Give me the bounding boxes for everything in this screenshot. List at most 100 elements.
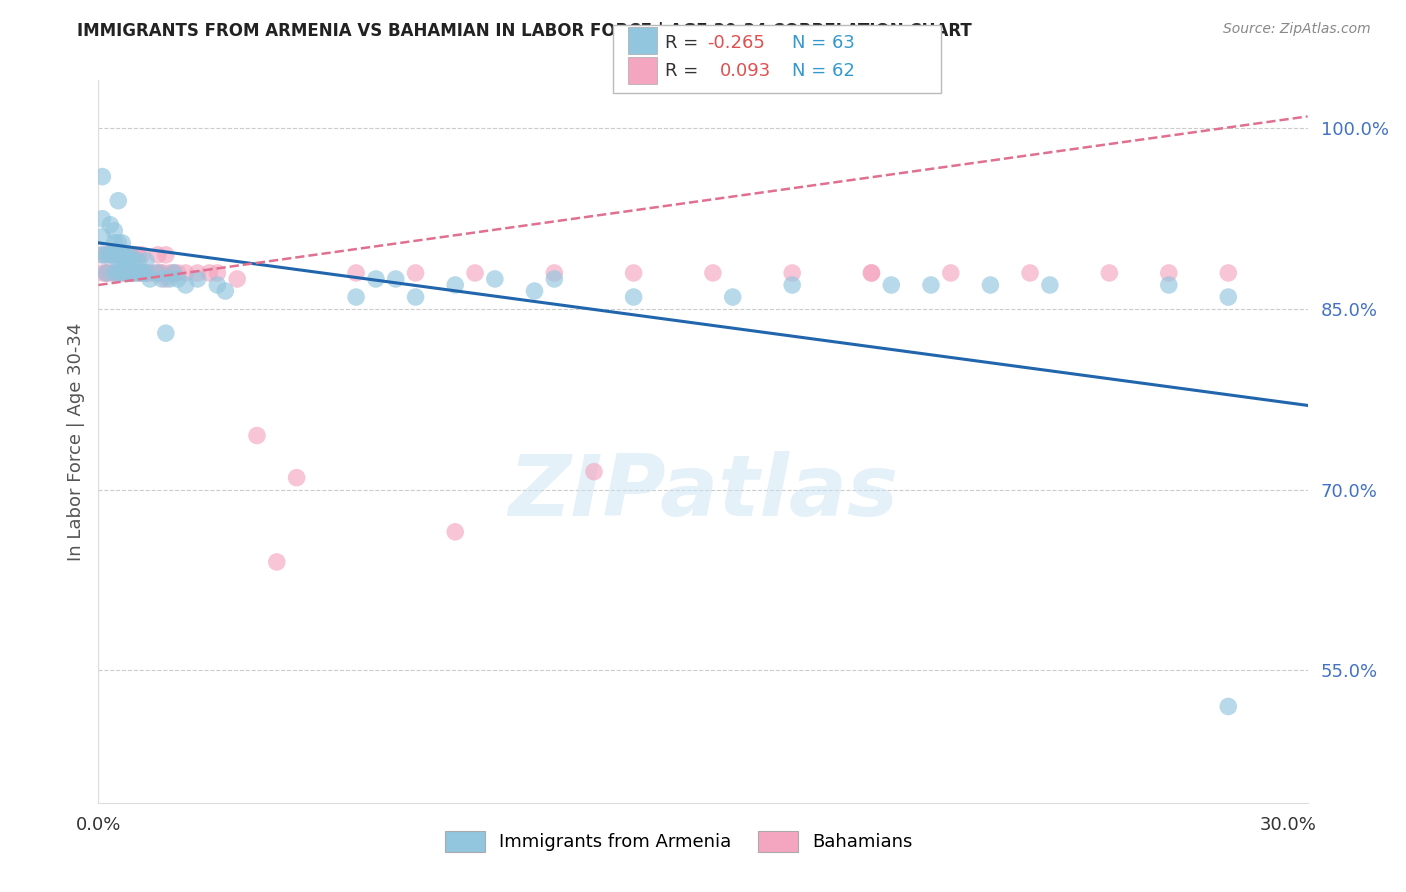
Point — [405, 290, 427, 304]
Point — [135, 254, 157, 268]
Point — [364, 272, 387, 286]
Point — [111, 266, 134, 280]
Point — [860, 266, 883, 280]
Point — [103, 266, 125, 280]
Point — [98, 248, 121, 262]
Point — [623, 266, 645, 280]
Point — [444, 524, 467, 539]
Point — [96, 266, 118, 280]
Point — [155, 248, 177, 262]
Point — [103, 235, 125, 250]
Text: N = 62: N = 62 — [792, 62, 855, 79]
Point — [1218, 290, 1240, 304]
Point — [150, 272, 173, 286]
Point — [384, 272, 406, 286]
Text: R =: R = — [665, 34, 704, 52]
Point — [107, 235, 129, 250]
Point — [623, 290, 645, 304]
Point — [111, 248, 134, 262]
Point — [120, 266, 142, 280]
Point — [920, 278, 942, 293]
Text: -0.265: -0.265 — [707, 34, 765, 52]
Point — [860, 266, 883, 280]
Point — [1098, 266, 1121, 280]
Point — [120, 248, 142, 262]
Point — [103, 248, 125, 262]
Point — [1218, 266, 1240, 280]
Point — [939, 266, 962, 280]
Point — [96, 266, 118, 280]
Point — [139, 266, 162, 280]
Point — [405, 266, 427, 280]
Point — [122, 266, 145, 280]
Point — [146, 266, 169, 280]
Point — [115, 248, 138, 262]
Text: ZIPatlas: ZIPatlas — [508, 450, 898, 533]
Point — [131, 266, 153, 280]
Point — [166, 266, 188, 280]
Text: Source: ZipAtlas.com: Source: ZipAtlas.com — [1223, 22, 1371, 37]
Point — [91, 248, 114, 262]
Point — [115, 248, 138, 262]
Point — [135, 266, 157, 280]
Point — [127, 248, 149, 262]
Point — [150, 266, 173, 280]
Point — [107, 266, 129, 280]
Point — [880, 278, 903, 293]
Point — [721, 290, 744, 304]
Point — [186, 266, 208, 280]
Point — [246, 428, 269, 442]
Point — [174, 266, 197, 280]
Point — [107, 248, 129, 262]
Point — [127, 266, 149, 280]
Point — [127, 254, 149, 268]
Point — [111, 266, 134, 280]
Point — [111, 235, 134, 250]
Point — [120, 266, 142, 280]
Point — [135, 266, 157, 280]
Point — [780, 266, 803, 280]
Text: 0.093: 0.093 — [720, 62, 770, 79]
Point — [135, 266, 157, 280]
Point — [98, 266, 121, 280]
Point — [91, 230, 114, 244]
Point — [186, 272, 208, 286]
Point — [131, 266, 153, 280]
Point — [107, 194, 129, 208]
Point — [285, 471, 308, 485]
Point — [484, 272, 506, 286]
Point — [142, 266, 165, 280]
Point — [344, 290, 367, 304]
Point — [159, 272, 181, 286]
Text: IMMIGRANTS FROM ARMENIA VS BAHAMIAN IN LABOR FORCE | AGE 30-34 CORRELATION CHART: IMMIGRANTS FROM ARMENIA VS BAHAMIAN IN L… — [77, 22, 972, 40]
Point — [464, 266, 486, 280]
Point — [91, 169, 114, 184]
Point — [96, 248, 118, 262]
Point — [127, 266, 149, 280]
Point — [122, 248, 145, 262]
Point — [150, 266, 173, 280]
Point — [1039, 278, 1062, 293]
Point — [163, 266, 186, 280]
Point — [103, 248, 125, 262]
Text: N = 63: N = 63 — [792, 34, 855, 52]
Point — [107, 266, 129, 280]
Point — [115, 254, 138, 268]
Point — [122, 266, 145, 280]
Point — [131, 248, 153, 262]
Point — [523, 284, 546, 298]
Point — [107, 266, 129, 280]
Point — [159, 266, 181, 280]
Y-axis label: In Labor Force | Age 30-34: In Labor Force | Age 30-34 — [66, 322, 84, 561]
Point — [198, 266, 221, 280]
Text: R =: R = — [665, 62, 704, 79]
Point — [163, 266, 186, 280]
Point — [120, 254, 142, 268]
Point — [91, 211, 114, 226]
Point — [214, 284, 236, 298]
Point — [166, 272, 188, 286]
Point — [98, 218, 121, 232]
Point — [226, 272, 249, 286]
Point — [702, 266, 724, 280]
Point — [582, 465, 605, 479]
